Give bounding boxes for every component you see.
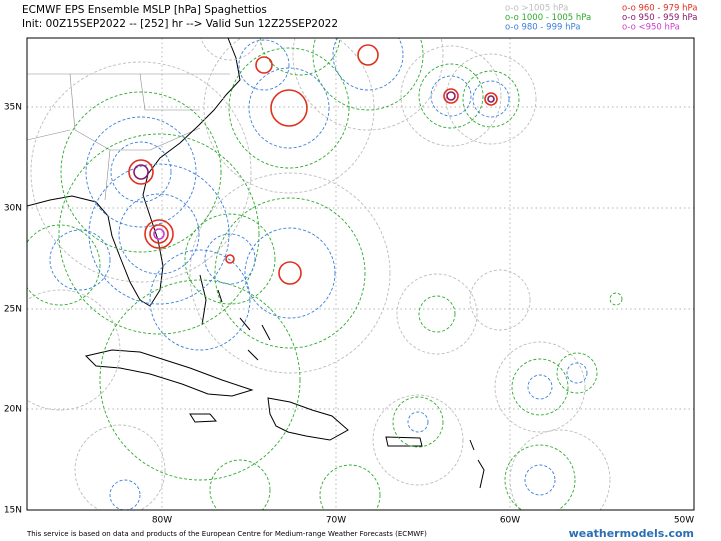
pressure-circle	[511, 358, 569, 416]
pressure-circle	[609, 292, 623, 306]
pressure-circle	[443, 88, 459, 104]
pressure-circle	[27, 224, 101, 306]
legend-item: o-o 1000 - 1005 hPa	[505, 13, 591, 23]
legend-item: o-o 980 - 999 hPa	[505, 23, 580, 33]
pressure-circle	[88, 163, 230, 305]
title: ECMWF EPS Ensemble MSLP [hPa] Spaghettio…	[22, 4, 267, 16]
pressure-circle	[118, 193, 200, 275]
pressure-circle	[60, 91, 222, 253]
pressure-circle	[27, 289, 121, 411]
lat-label: 35N	[4, 103, 22, 113]
pressure-circle	[407, 411, 429, 433]
pressure-circle	[509, 429, 611, 510]
pressure-circle	[259, 38, 341, 76]
pressure-circle	[418, 63, 484, 129]
credit: This service is based on data and produc…	[26, 530, 427, 538]
pressure-circle	[270, 89, 308, 127]
pressure-circle	[214, 197, 366, 349]
pressure-circle	[133, 164, 149, 180]
pressure-circle	[225, 254, 235, 264]
pressure-circle	[149, 249, 251, 351]
pressure-circle	[430, 75, 472, 117]
pressure-circle	[556, 352, 598, 394]
pressure-circle	[504, 444, 576, 510]
pressure-circle	[372, 394, 464, 486]
pressure-circle	[209, 459, 271, 510]
pressure-circle	[484, 92, 498, 106]
pressure-circle	[204, 233, 256, 285]
pressure-circle	[244, 227, 336, 319]
legend-item: o-o 950 - 959 hPa	[622, 13, 697, 23]
pressure-circle	[99, 279, 301, 481]
pressure-circle	[255, 56, 273, 74]
legend-item: o-o >1005 hPa	[505, 4, 568, 14]
pressure-circle	[184, 213, 276, 305]
pressure-circle	[494, 341, 586, 433]
pressure-circle	[238, 39, 290, 91]
subtitle: Init: 00Z15SEP2022 -- [252] hr --> Valid…	[22, 18, 338, 30]
pressure-circle	[524, 464, 556, 496]
pressure-circle	[469, 269, 531, 331]
pressure-circle	[392, 396, 444, 448]
pressure-circle	[445, 53, 537, 145]
pressure-circle	[527, 374, 553, 400]
pressure-circle	[189, 172, 391, 374]
lon-label: 60W	[500, 516, 520, 526]
pressure-circle	[128, 159, 154, 185]
pressure-circle	[487, 95, 495, 103]
pressure-circle	[278, 261, 302, 285]
borders	[27, 73, 230, 201]
pressure-circle	[472, 80, 510, 118]
map	[27, 38, 694, 510]
lat-label: 30N	[4, 204, 22, 214]
pressure-circle	[58, 133, 260, 335]
pressure-circle	[85, 116, 197, 228]
axis-labels: 35N 30N 25N 20N 15N 80W 70W 60W 50W	[4, 103, 694, 526]
pressure-circle	[248, 67, 330, 149]
pressure-circle	[418, 295, 456, 333]
pressure-circle	[200, 38, 260, 61]
lon-label: 80W	[152, 516, 172, 526]
pressure-circle	[203, 38, 375, 194]
pressure-circle	[312, 38, 424, 111]
legend-item: o-o <950 hPa	[622, 23, 680, 33]
lat-label: 15N	[4, 506, 22, 516]
pressure-circle	[144, 219, 174, 249]
pressure-circle	[332, 38, 404, 91]
pressure-circle	[357, 44, 379, 66]
map-frame	[26, 37, 695, 511]
pressure-circle	[400, 45, 502, 147]
pressure-circle	[228, 47, 350, 169]
pressure-circle	[396, 273, 478, 355]
pressure-circle	[566, 362, 588, 384]
lat-label: 20N	[4, 405, 22, 415]
coastlines	[27, 38, 485, 489]
pressure-circle	[109, 479, 141, 510]
pressure-circle	[110, 141, 172, 203]
lon-label: 70W	[326, 516, 346, 526]
lon-label: 50W	[674, 516, 694, 526]
pressure-circle	[319, 464, 381, 510]
pressure-circle	[149, 224, 169, 244]
pressure-circle	[30, 61, 252, 283]
pressure-circle	[292, 38, 444, 131]
pressure-circle	[462, 70, 520, 128]
lat-label: 25N	[4, 305, 22, 315]
grid	[27, 38, 694, 510]
site-link[interactable]: weathermodels.com	[569, 527, 694, 540]
pressure-circle	[74, 424, 166, 510]
pressure-circle	[153, 228, 165, 240]
pressure-circle	[49, 229, 111, 291]
legend-item: o-o 960 - 979 hPa	[622, 4, 697, 14]
spaghetti-circles	[27, 38, 623, 510]
pressure-circle	[446, 91, 456, 101]
